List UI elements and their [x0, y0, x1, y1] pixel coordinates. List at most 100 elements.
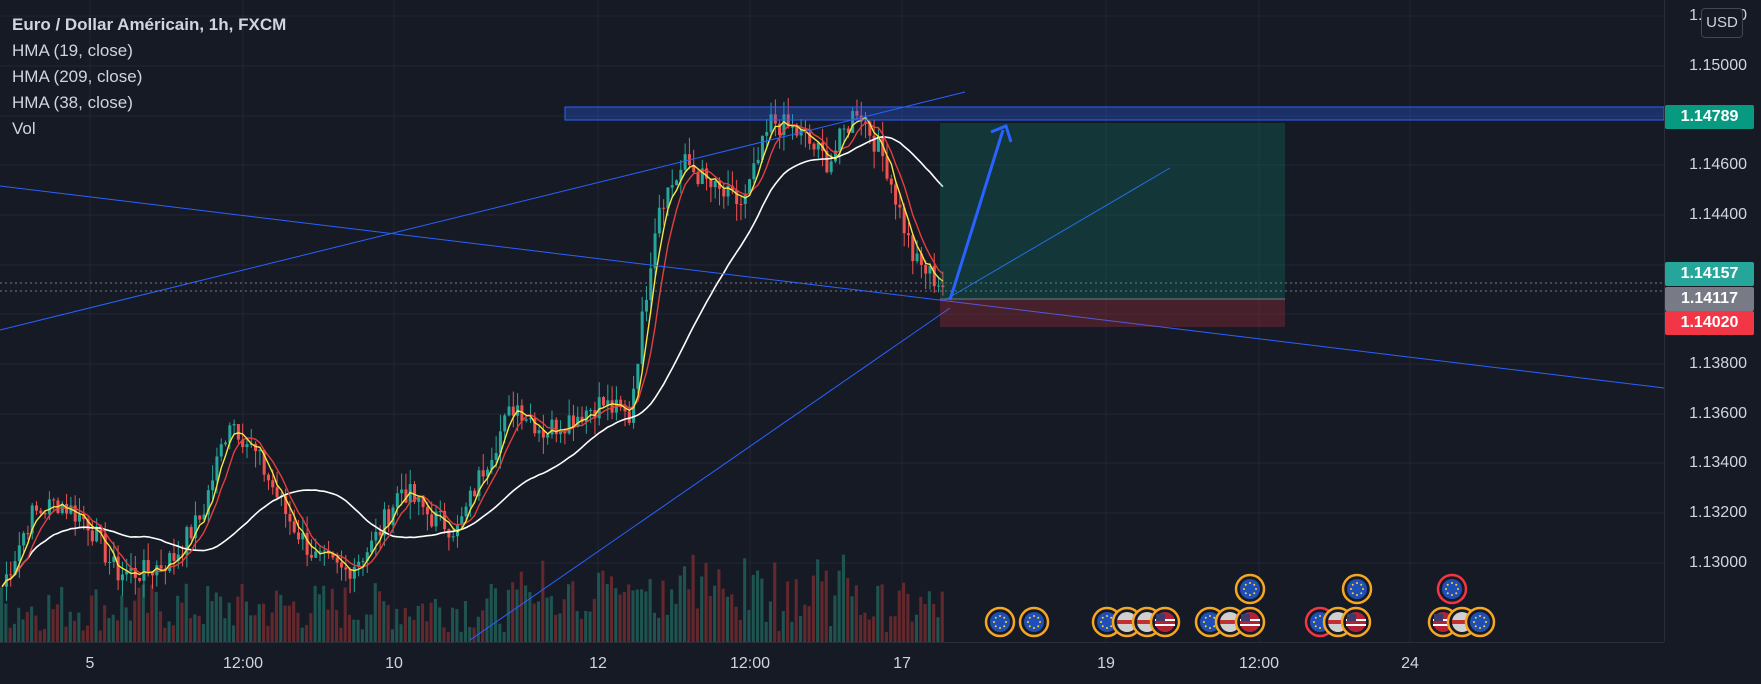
symbol-title: Euro / Dollar Américain, 1h, FXCM: [12, 15, 287, 34]
indicator-volume[interactable]: Vol: [12, 119, 36, 138]
volume-bar: [854, 585, 858, 642]
eu-flag-star: [1003, 625, 1006, 628]
eu-flag-icon: [1470, 612, 1490, 632]
candle-body: [30, 505, 34, 534]
candle-body: [765, 132, 769, 136]
candle-body: [241, 439, 245, 448]
volume-bar: [253, 615, 257, 642]
volume-bar: [876, 585, 880, 642]
candle-body: [580, 416, 584, 423]
candle-body: [382, 509, 386, 536]
volume-bar: [524, 585, 528, 642]
candle-body: [932, 266, 936, 287]
candle-body: [447, 529, 451, 538]
volume-bar: [618, 594, 622, 642]
candle-body: [297, 532, 301, 540]
indicator-hma209[interactable]: HMA (209, close): [12, 67, 143, 86]
volume-bar: [128, 620, 132, 642]
volume-bar: [519, 571, 523, 642]
volume-bar: [511, 582, 515, 642]
indicator-hma38[interactable]: HMA (38, close): [12, 93, 133, 112]
currency-button[interactable]: USD: [1701, 8, 1743, 38]
candle-body: [395, 493, 399, 508]
price-tick: 1.13600: [1689, 405, 1747, 422]
candle-body: [752, 163, 756, 180]
candle-body: [812, 143, 816, 150]
volume-bar: [850, 596, 854, 642]
candle-body: [202, 514, 206, 520]
candle-body: [266, 474, 270, 481]
eu-flag-star: [1213, 616, 1216, 619]
volume-bar: [146, 612, 150, 642]
candle-body: [705, 168, 709, 179]
eu-flag-star: [1360, 583, 1363, 586]
eu-flag-star: [1356, 594, 1358, 596]
candle-body: [90, 530, 94, 542]
candle-body: [391, 507, 395, 525]
chart-area[interactable]: Euro / Dollar Américain, 1h, FXCM HMA (1…: [0, 0, 1664, 642]
volume-bar: [932, 603, 936, 642]
candle-body: [370, 540, 374, 553]
candle-body: [47, 499, 51, 515]
volume-bar: [605, 584, 609, 642]
volume-bar: [532, 603, 536, 642]
price-tick: 1.13400: [1689, 454, 1747, 471]
position-loss-zone: [940, 299, 1285, 327]
candle-body: [627, 411, 631, 423]
eu-flag-star: [1033, 627, 1035, 629]
eu-flag-star: [994, 616, 997, 619]
us-flag-canton: [1156, 614, 1165, 621]
volume-bar: [51, 609, 55, 642]
candle-body: [116, 556, 120, 581]
volume-bar: [17, 607, 21, 642]
volume-bar: [335, 609, 339, 642]
eu-flag-star: [1027, 621, 1029, 623]
volume-bar: [575, 611, 579, 642]
candle-body: [374, 531, 378, 541]
volume-bar: [197, 615, 201, 642]
eu-flag-star: [994, 625, 997, 628]
us-flag-stripe: [1155, 624, 1175, 626]
candle-body: [825, 150, 829, 173]
eu-flag-star: [1314, 625, 1317, 628]
volume-bar: [184, 583, 188, 642]
candle-body: [494, 452, 498, 460]
price-axis[interactable]: 1.15200 USD 1.15000 1.14600 1.14400 1.13…: [1664, 0, 1761, 642]
price-chart[interactable]: [0, 0, 1664, 642]
resistance-zone: [564, 106, 1664, 121]
candle-body: [413, 484, 417, 502]
volume-bar: [223, 618, 227, 642]
candle-body: [842, 128, 846, 130]
volume-bar: [266, 625, 270, 642]
volume-bar: [326, 609, 330, 642]
time-axis[interactable]: 5 12:00 10 12 12:00 17 19 12:00 24: [0, 642, 1664, 684]
eu-flag-star: [1485, 621, 1487, 623]
volume-bar: [794, 579, 798, 642]
eu-flag-star: [1244, 592, 1247, 595]
volume-bar: [476, 616, 480, 642]
indicator-hma19[interactable]: HMA (19, close): [12, 41, 133, 60]
trend-line-support: [469, 307, 951, 641]
eu-flag-star: [1005, 621, 1007, 623]
volume-bar: [81, 630, 85, 642]
volume-bar: [451, 607, 455, 642]
candle-body: [576, 416, 580, 427]
candle-body: [769, 114, 773, 133]
volume-bar: [304, 624, 309, 642]
volume-bar: [459, 631, 463, 642]
candle-body: [520, 405, 524, 421]
candle-body: [782, 114, 786, 136]
eu-flag-star: [1243, 588, 1245, 590]
candle-body: [43, 513, 47, 515]
candle-body: [451, 536, 455, 538]
volume-bar: [120, 595, 124, 642]
candle-body: [365, 552, 369, 562]
volume-bar: [42, 628, 47, 642]
candle-body: [142, 560, 146, 581]
volume-bar: [807, 606, 811, 642]
candle-body: [86, 519, 90, 531]
candle-body: [357, 561, 361, 567]
volume-bar: [25, 611, 29, 642]
candle-body: [215, 456, 219, 481]
candle-body: [528, 418, 532, 420]
